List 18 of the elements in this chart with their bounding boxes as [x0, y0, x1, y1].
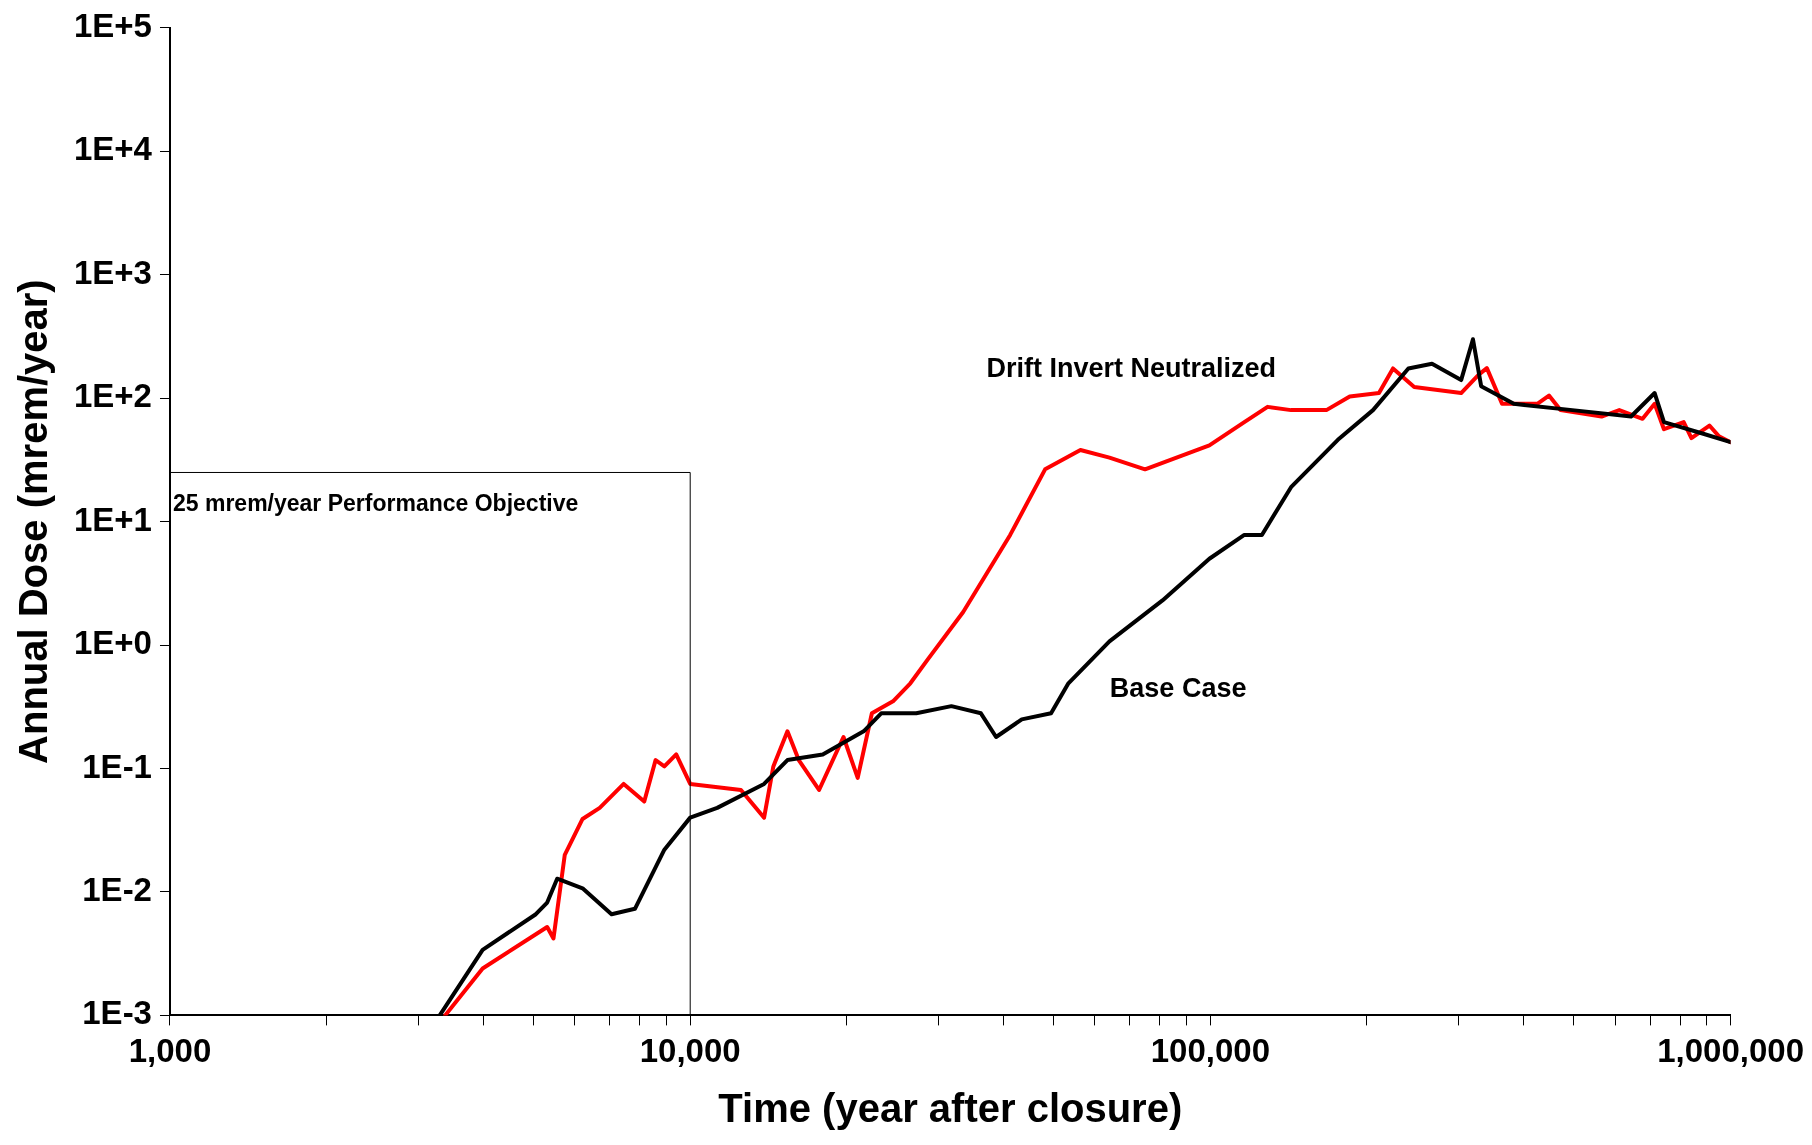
- y-tick-label: 1E+1: [73, 500, 152, 538]
- x-tick-label: 10,000: [639, 1032, 741, 1070]
- x-axis-title: Time (year after closure): [718, 1086, 1183, 1131]
- x-tick-label: 1,000,000: [1657, 1032, 1804, 1070]
- y-tick-label: 1E+2: [73, 377, 152, 415]
- y-tick-label: 1E+5: [73, 6, 152, 44]
- x-tick-label: 100,000: [1150, 1032, 1271, 1070]
- y-tick-label: 1E-3: [82, 994, 152, 1032]
- y-tick-label: 1E+4: [73, 130, 153, 168]
- y-tick-label: 1E+0: [73, 624, 152, 662]
- x-tick-label: 1,000: [128, 1032, 212, 1070]
- ref-line-label: 25 mrem/year Performance Objective: [172, 489, 579, 516]
- annotation: Drift Invert Neutralized: [986, 352, 1277, 383]
- annotation: Base Case: [1109, 672, 1247, 703]
- y-tick-label: 1E-1: [82, 747, 152, 785]
- y-tick-label: 1E-2: [82, 871, 152, 909]
- y-tick-label: 1E+3: [73, 253, 152, 291]
- y-axis-title: Annual Dose (mrem/year): [11, 279, 56, 764]
